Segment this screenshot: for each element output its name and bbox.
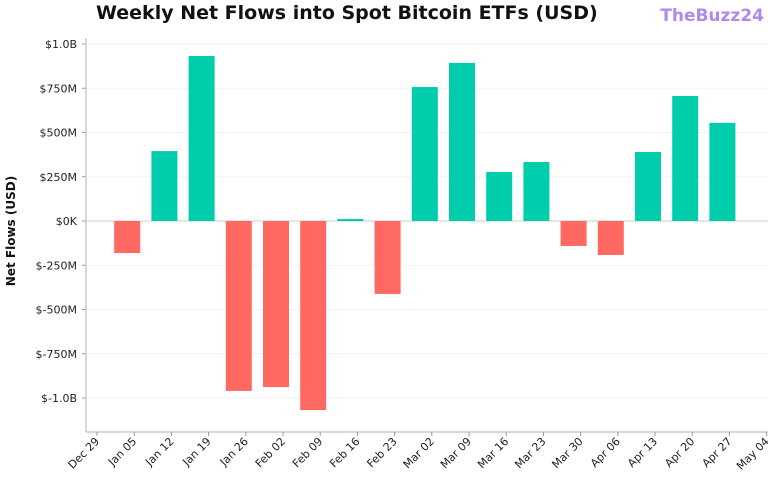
x-tick-label: Apr 06 xyxy=(588,435,623,470)
x-tick-label: Mar 23 xyxy=(512,435,548,471)
x-tick-label: Apr 20 xyxy=(662,435,697,470)
bar-jan-05 xyxy=(114,221,141,254)
bar-mar-02 xyxy=(411,87,438,221)
bar-jan-12 xyxy=(151,151,178,221)
x-tick-label: Feb 02 xyxy=(253,435,288,470)
y-tick-label: $1.0B xyxy=(45,38,77,51)
x-tick-label: Jan 26 xyxy=(217,435,251,469)
bar-feb-16 xyxy=(337,219,364,221)
x-tick-label: Mar 09 xyxy=(438,435,474,471)
bar-feb-23 xyxy=(374,221,401,294)
x-tick-label: Apr 27 xyxy=(699,435,734,470)
x-tick-label: May 04 xyxy=(734,435,768,473)
y-tick-label: $0K xyxy=(56,215,78,228)
y-tick-label: $-250M xyxy=(36,259,77,272)
x-tick-label: Feb 09 xyxy=(290,435,325,470)
bar-apr-27 xyxy=(709,122,736,221)
y-tick-label: $-1.0B xyxy=(41,392,77,405)
y-axis-label: Net Flows (USD) xyxy=(4,176,18,286)
bar-mar-09 xyxy=(449,62,475,222)
x-tick-label: Jan 05 xyxy=(105,435,139,469)
x-tick-label: Feb 23 xyxy=(364,435,399,470)
bar-mar-16 xyxy=(486,171,513,221)
x-tick-label: Dec 29 xyxy=(66,435,103,472)
bar-feb-02 xyxy=(263,221,289,388)
bar-jan-19 xyxy=(188,56,215,222)
x-tick-label: Mar 02 xyxy=(401,435,437,471)
x-tick-label: Mar 16 xyxy=(475,435,511,471)
bar-jan-26 xyxy=(225,221,252,391)
x-tick-label: Feb 16 xyxy=(327,435,362,470)
x-tick-label: Mar 30 xyxy=(549,435,585,471)
bar-mar-30 xyxy=(560,221,587,246)
bar-apr-20 xyxy=(672,96,699,221)
x-tick-label: Apr 13 xyxy=(625,435,660,470)
x-tick-label: Jan 19 xyxy=(179,435,213,469)
chart-title: Weekly Net Flows into Spot Bitcoin ETFs … xyxy=(96,2,598,24)
watermark-logo: TheBuzz24 xyxy=(660,6,764,26)
bar-apr-06 xyxy=(597,221,624,255)
y-tick-label: $-500M xyxy=(36,304,77,317)
y-tick-label: $500M xyxy=(40,127,78,140)
y-tick-label: $250M xyxy=(40,171,78,184)
x-tick-label: Jan 12 xyxy=(142,435,176,469)
y-tick-label: $-750M xyxy=(36,348,77,361)
bar-apr-13 xyxy=(635,151,661,221)
bar-feb-09 xyxy=(300,221,327,411)
bar-mar-23 xyxy=(523,162,550,221)
y-tick-label: $750M xyxy=(40,82,78,95)
